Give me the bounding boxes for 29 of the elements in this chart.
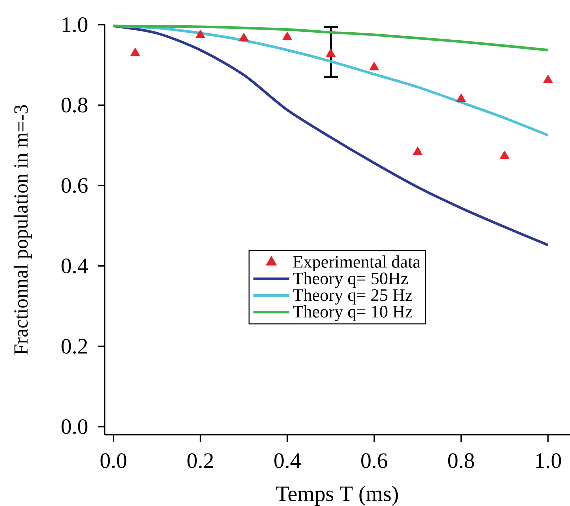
- line-series: [112, 24, 550, 52]
- legend-label: Theory q= 25 Hz: [293, 288, 413, 305]
- legend-label: Theory q= 10 Hz: [293, 306, 413, 322]
- y-tick-label: 0.0: [62, 419, 88, 434]
- x-tick-label: 0.2: [188, 454, 214, 468]
- y-tick-label: 0.6: [62, 178, 88, 194]
- x-tick-label: 1.0: [536, 454, 562, 468]
- point: [369, 62, 380, 71]
- y-tick-label: 0.2: [62, 339, 88, 354]
- point: [282, 32, 292, 40]
- x-tick-label: 0.6: [362, 454, 388, 468]
- x-axis-title: Temps T (ms): [276, 486, 398, 506]
- x-tick-label: 0.8: [448, 454, 474, 468]
- y-tick-label: 0.8: [62, 98, 88, 113]
- point: [412, 146, 423, 156]
- y-axis-title: Fractionnal population in m=-3: [14, 105, 32, 355]
- x-tick-label: 0.4: [274, 454, 301, 468]
- point: [456, 94, 466, 102]
- point: [500, 150, 510, 160]
- point: [326, 48, 336, 58]
- legend-label: Experimental data: [293, 256, 420, 272]
- x-tick-label: 0.0: [100, 454, 127, 468]
- point: [196, 30, 206, 38]
- legend-label: Theory q= 50Hz: [293, 272, 408, 288]
- point: [239, 32, 250, 42]
- point: [130, 48, 140, 56]
- point: [543, 74, 554, 84]
- y-tick-label: 1.0: [62, 18, 88, 32]
- y-tick-label: 0.4: [62, 258, 88, 274]
